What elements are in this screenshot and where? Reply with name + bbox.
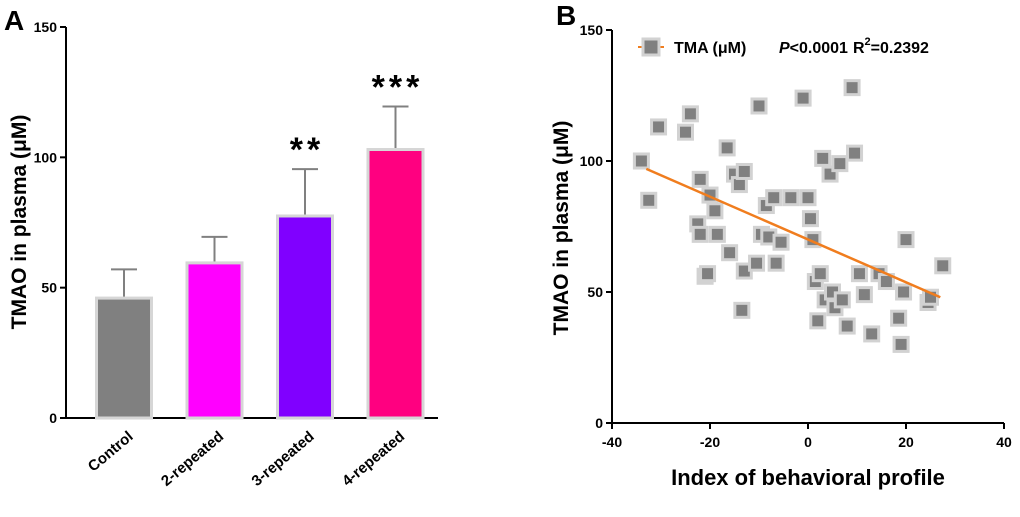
panel-a-y-tick-label-0: 0 [49, 410, 57, 426]
panel-a-category-labels: Control 2-repeated 3-repeated 4-repeated [85, 428, 408, 490]
panel-b-y-tick-label-3: 150 [580, 22, 604, 38]
p-value: <0.0001 [790, 40, 848, 57]
panel-a-y-axis-label: TMAO in plasma (μM) [8, 115, 31, 330]
panel-b-ticks: -40 -20 0 20 40 0 50 100 150 [580, 22, 1012, 450]
scatter-point-9 [699, 265, 717, 283]
scatter-point-14 [721, 244, 739, 262]
scatter-point-34 [809, 312, 827, 330]
scatter-point-0 [632, 152, 650, 170]
scatter-point-45 [846, 144, 864, 162]
category-label-3: 4-repeated [339, 428, 408, 490]
scatter-point-28 [782, 189, 800, 207]
panel-b-x-tick-label-3: 20 [898, 434, 914, 450]
panel-a: A 0 50 100 150 TMAO in plasma (μM) *****… [4, 5, 438, 490]
scatter-point-1 [640, 191, 658, 209]
scatter-point-11 [706, 202, 724, 220]
scatter-point-27 [772, 233, 790, 251]
bar-3 [366, 148, 425, 420]
scatter-point-30 [799, 189, 817, 207]
panel-b-x-tick-label-0: -40 [602, 434, 622, 450]
legend-marker-swatch [641, 37, 661, 57]
panel-a-y-tick-label-3: 150 [34, 19, 58, 35]
scatter-point-3 [677, 123, 694, 141]
scatter-point-2 [650, 118, 668, 136]
panel-b-x-tick-label-4: 40 [996, 434, 1012, 450]
panel-a-y-tick-label-2: 100 [34, 149, 58, 165]
scatter-point-48 [863, 325, 881, 343]
scatter-point-6 [691, 225, 709, 243]
bar-0 [95, 296, 153, 420]
scatter-point-46 [850, 265, 868, 283]
scatter-point-44 [843, 79, 861, 97]
panel-a-bars: ***** [95, 69, 425, 420]
panel-b-y-tick-label-1: 50 [587, 284, 603, 300]
panel-b-letter: B [556, 0, 576, 31]
scatter-point-19 [733, 301, 751, 319]
scatter-point-54 [895, 283, 913, 301]
scatter-point-51 [890, 309, 908, 327]
panel-b-points [632, 79, 952, 353]
scatter-point-35 [811, 265, 829, 283]
scatter-point-47 [855, 286, 873, 304]
panel-b-x-tick-label-1: -20 [700, 434, 720, 450]
panel-b: B -40 -20 0 20 40 0 50 100 150 TMAO in plasma (μ… [550, 0, 1012, 490]
scatter-point-41 [831, 155, 849, 173]
panel-a-letter: A [4, 5, 24, 36]
panel-b-legend: TMA (μM) P<0.0001 R2=0.2392 [638, 36, 929, 57]
category-label-1: 2-repeated [158, 428, 227, 490]
scatter-point-29 [794, 89, 812, 107]
panel-b-y-tick-label-0: 0 [595, 415, 603, 431]
scatter-point-26 [767, 254, 785, 272]
scatter-point-36 [814, 149, 832, 167]
panel-b-y-axis-label: TMAO in plasma (μM) [550, 121, 573, 336]
scatter-point-7 [691, 170, 709, 188]
panel-b-x-tick-label-2: 0 [804, 434, 812, 450]
r2-value: =0.2392 [871, 40, 929, 57]
r2-label: R [853, 40, 865, 57]
bar-significance-2: ** [290, 131, 324, 169]
scatter-point-43 [838, 317, 856, 335]
panel-b-y-tick-label-2: 100 [580, 153, 604, 169]
scatter-point-52 [892, 335, 910, 353]
legend-label: TMA (μM) [674, 40, 746, 57]
p-label: P [779, 40, 790, 57]
scatter-point-12 [708, 225, 726, 243]
panel-a-y-tick-label-1: 50 [41, 280, 57, 296]
panel-a-y-ticks: 0 50 100 150 [34, 19, 66, 426]
scatter-point-17 [735, 162, 753, 180]
panel-b-x-axis-label: Index of behavioral profile [671, 465, 945, 490]
category-label-0: Control [85, 428, 137, 475]
scatter-point-13 [718, 139, 736, 157]
scatter-point-31 [801, 210, 819, 228]
scatter-point-57 [934, 257, 952, 275]
bar-significance-3: *** [372, 69, 424, 107]
category-label-2: 3-repeated [249, 428, 318, 490]
r2-superscript: 2 [865, 36, 871, 48]
scatter-point-21 [750, 97, 768, 115]
scatter-point-53 [897, 231, 915, 249]
bar-1 [185, 261, 244, 420]
scatter-point-20 [748, 254, 766, 272]
scatter-point-4 [681, 105, 699, 123]
stats-annotation: P<0.0001 R2=0.2392 [779, 36, 929, 57]
scatter-point-42 [833, 291, 851, 309]
bar-2 [276, 214, 334, 420]
scatter-point-25 [765, 189, 783, 207]
panel-b-regression-line [645, 167, 941, 299]
